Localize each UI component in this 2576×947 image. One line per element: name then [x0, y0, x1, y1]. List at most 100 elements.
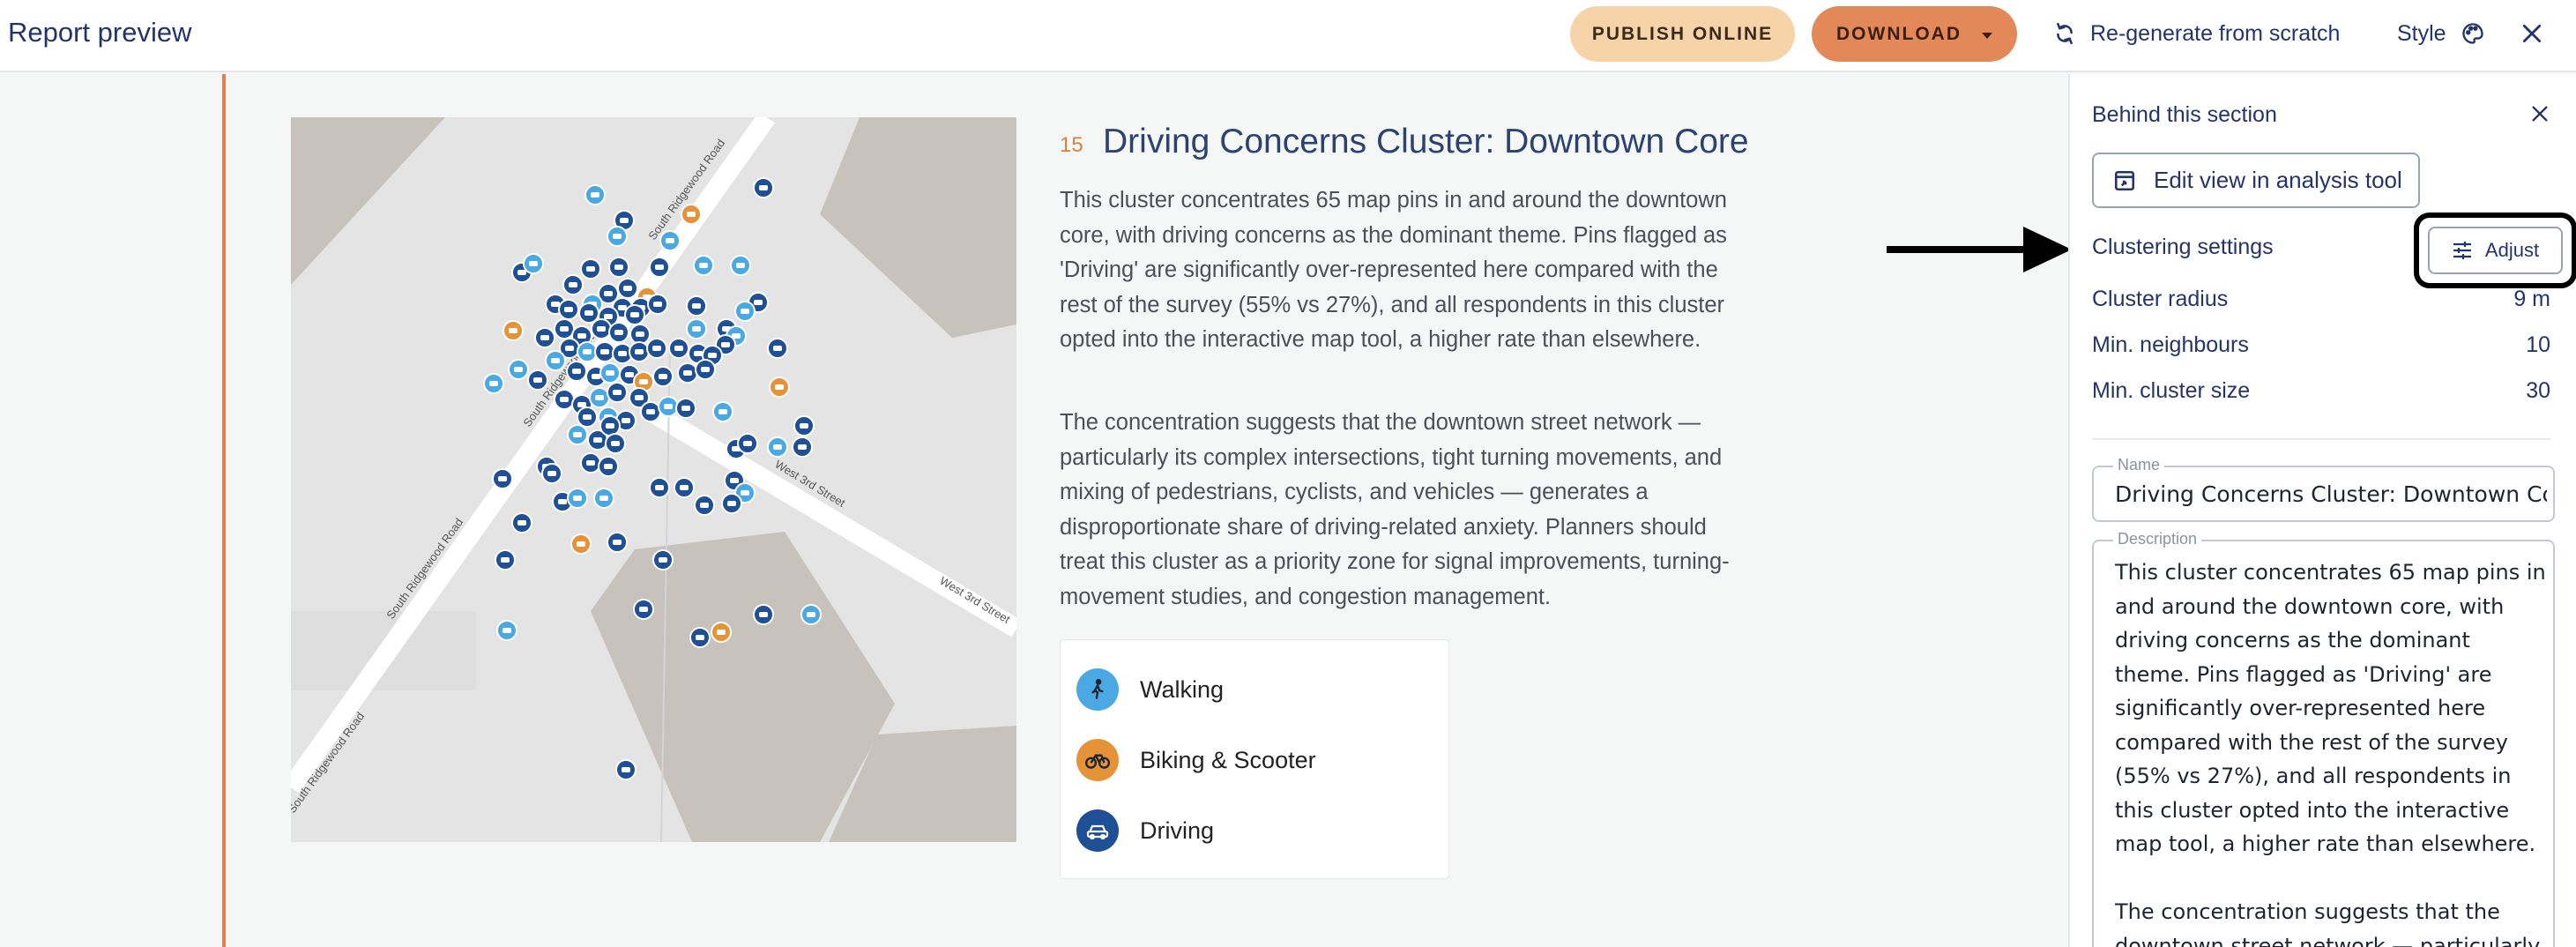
setting-cluster-radius: Cluster radius 9 m: [2092, 287, 2550, 312]
setting-label: Cluster radius: [2092, 287, 2229, 311]
biking-pin-glyph: [577, 541, 585, 547]
driving-pin-glyph: [652, 346, 661, 351]
name-input[interactable]: [2115, 481, 2547, 507]
driving-pin-glyph: [606, 423, 614, 429]
download-button[interactable]: DOWNLOAD: [1812, 6, 2017, 62]
driving-pin-glyph: [592, 374, 600, 379]
driving-pin-glyph: [501, 557, 510, 563]
publish-online-button[interactable]: PUBLISH ONLINE: [1570, 6, 1795, 62]
driving-pin-glyph: [655, 485, 664, 490]
legend-item-walking: Walking: [1076, 668, 1224, 711]
walking-pin-glyph: [741, 490, 749, 496]
driving-pin-glyph: [604, 291, 613, 296]
open-in-tool-icon: [2114, 170, 2135, 190]
driving-pin-glyph: [635, 349, 644, 354]
driving-pin-glyph: [533, 377, 542, 383]
driving-pin-glyph: [565, 346, 574, 351]
style-button[interactable]: Style: [2397, 16, 2485, 51]
driving-pin-glyph: [773, 346, 782, 351]
walking-pin-glyph: [514, 367, 523, 372]
driving-pin-glyph: [692, 303, 701, 309]
driving-pin-glyph: [564, 307, 573, 312]
driving-pin-glyph: [625, 372, 634, 377]
map-block: [829, 726, 1016, 842]
driving-pin-glyph: [759, 185, 768, 190]
driving-pin-glyph: [560, 326, 569, 332]
driving-pin-glyph: [613, 540, 622, 545]
driving-pin-glyph: [597, 326, 606, 332]
walking-pin-glyph: [489, 381, 498, 386]
download-button-label: DOWNLOAD: [1836, 23, 1962, 44]
driving-pin-glyph: [721, 342, 730, 347]
driving-pin-glyph: [517, 270, 526, 275]
setting-min-cluster-size: Min. cluster size 30: [2092, 378, 2550, 404]
panel-title: Behind this section: [2092, 102, 2277, 127]
driving-pin-glyph: [696, 635, 704, 640]
section-paragraph: The concentration suggests that the down…: [1060, 410, 1730, 609]
driving-pin-glyph: [659, 374, 667, 379]
walking-pin-glyph: [503, 628, 511, 633]
description-textarea[interactable]: This cluster concentrates 65 map pins in…: [2115, 556, 2551, 947]
close-icon[interactable]: [2525, 99, 2555, 129]
driving-pin-glyph: [743, 441, 752, 446]
driving-pin-glyph: [569, 282, 577, 287]
driving-pin-glyph: [618, 351, 627, 356]
map-block: [820, 117, 1016, 338]
adjust-button[interactable]: Adjust: [2428, 227, 2563, 274]
name-field-label: Name: [2113, 456, 2165, 474]
driving-pin-glyph: [681, 406, 690, 411]
setting-label: Min. cluster size: [2092, 378, 2251, 403]
driving-pin-glyph: [800, 423, 808, 429]
driving-pin-glyph: [694, 351, 703, 356]
close-icon[interactable]: [2514, 16, 2550, 51]
driving-pin-glyph: [730, 478, 739, 483]
name-field: Name: [2092, 456, 2555, 522]
walking-pin-glyph: [573, 432, 582, 437]
driving-pin-glyph: [604, 464, 613, 469]
driving-pin-glyph: [754, 300, 763, 305]
walking-pin-glyph: [699, 263, 708, 268]
map-block: [291, 117, 445, 285]
adjust-label: Adjust: [2484, 239, 2540, 261]
driving-pin-glyph: [583, 414, 592, 420]
biking-pin-glyph: [775, 384, 784, 390]
driving-pin-glyph: [701, 367, 710, 372]
setting-label: Min. neighbours: [2092, 332, 2249, 357]
biking-pin-glyph: [509, 328, 517, 333]
driving-pin-glyph: [683, 370, 692, 376]
map-path: [660, 346, 671, 842]
top-bar: Report preview PUBLISH ONLINE DOWNLOAD R…: [0, 0, 2576, 72]
driving-pin-glyph: [618, 305, 627, 310]
walking-pin-glyph: [732, 333, 741, 339]
driving-pin-glyph: [611, 441, 620, 446]
driving-pin-glyph: [540, 335, 549, 340]
walking-pin-glyph: [692, 326, 701, 332]
walking-pin-glyph: [664, 404, 673, 409]
driving-pin-glyph: [586, 460, 595, 466]
walking-pin-glyph: [718, 409, 727, 414]
road-west-3rd: [647, 404, 1016, 638]
style-label: Style: [2397, 20, 2446, 46]
driving-pin-glyph: [700, 503, 709, 508]
walking-pin-glyph: [551, 358, 560, 363]
divider: [2092, 438, 2550, 440]
section-details-panel: Behind this section Edit view in analysi…: [2068, 74, 2576, 947]
driving-pin-glyph: [646, 409, 655, 414]
driving-pin-glyph: [674, 346, 683, 351]
driving-pin-glyph: [517, 520, 526, 526]
driving-pin-glyph: [577, 333, 586, 339]
walking-pin-glyph: [613, 234, 622, 239]
legend-label: Driving: [1140, 817, 1215, 844]
section-title: Driving Concerns Cluster: Downtown Core: [1103, 123, 1749, 160]
driving-pin-glyph: [560, 397, 569, 402]
edit-view-button[interactable]: Edit view in analysis tool: [2092, 153, 2420, 208]
regenerate-button[interactable]: Re-generate from scratch: [2053, 16, 2340, 51]
driving-pin-glyph: [600, 349, 609, 354]
driving-pin-glyph: [680, 485, 689, 490]
cluster-map[interactable]: South Ridgewood Road South Ridgewood Roa…: [291, 117, 1016, 842]
driving-pin-glyph: [759, 612, 768, 617]
pointer-arrow: [1887, 227, 2072, 272]
driving-pin-glyph: [653, 302, 662, 307]
legend-label: Walking: [1140, 675, 1225, 703]
driving-pin-glyph: [577, 402, 586, 407]
